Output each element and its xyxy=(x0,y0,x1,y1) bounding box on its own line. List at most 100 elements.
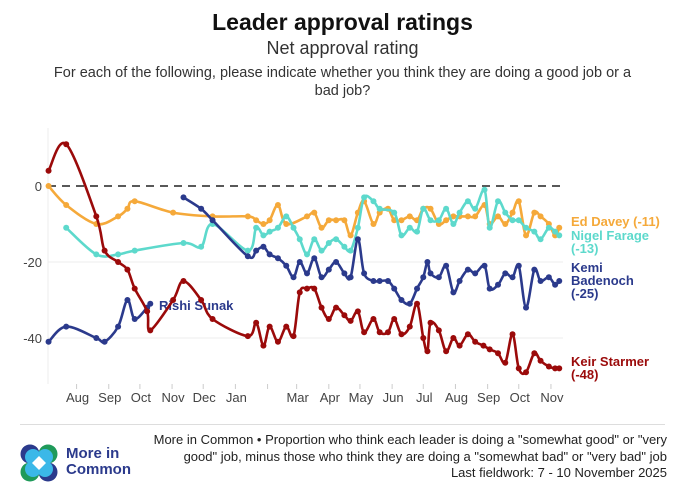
data-point-rishi-sunak xyxy=(101,338,108,345)
series-line-keir-starmer xyxy=(47,141,560,376)
data-point-keir-starmer xyxy=(450,335,457,341)
data-point-kemi-badenoch xyxy=(523,304,530,311)
x-tick-label: Aug xyxy=(445,390,468,405)
data-point-rishi-sunak xyxy=(147,300,154,307)
data-point-keir-starmer xyxy=(209,316,216,322)
data-point-kemi-badenoch xyxy=(347,274,354,281)
data-point-ed-davey xyxy=(509,209,516,216)
y-tick-label: 0 xyxy=(35,179,42,194)
data-point-nigel-farage xyxy=(472,205,479,212)
data-point-nigel-farage xyxy=(283,213,290,220)
data-point-keir-starmer xyxy=(45,167,52,174)
data-point-ed-davey xyxy=(398,217,405,224)
footer-divider xyxy=(20,424,665,425)
x-tick-label: Nov xyxy=(162,390,186,405)
data-point-nigel-farage xyxy=(180,240,187,246)
more-in-common-logo-icon xyxy=(20,444,58,482)
data-point-ed-davey xyxy=(318,224,325,231)
data-point-nigel-farage xyxy=(502,209,509,216)
data-point-keir-starmer xyxy=(361,329,368,336)
data-point-keir-starmer xyxy=(420,335,427,341)
data-point-kemi-badenoch xyxy=(545,274,552,281)
data-point-kemi-badenoch xyxy=(495,281,502,288)
data-point-kemi-badenoch xyxy=(556,278,563,284)
data-point-keir-starmer xyxy=(296,289,303,296)
data-point-nigel-farage xyxy=(435,217,442,224)
data-point-nigel-farage xyxy=(531,228,538,235)
methodology-note: More in Common • Proportion who think ea… xyxy=(153,432,667,464)
data-point-keir-starmer xyxy=(147,327,154,334)
data-point-keir-starmer xyxy=(260,342,267,349)
data-point-ed-davey xyxy=(556,224,563,231)
data-point-kemi-badenoch xyxy=(253,247,260,254)
chart-title: Leader approval ratings xyxy=(212,9,473,35)
data-point-ed-davey xyxy=(283,221,290,227)
data-point-nigel-farage xyxy=(93,251,100,258)
data-point-nigel-farage xyxy=(427,217,434,224)
x-tick-label: Dec xyxy=(193,390,217,405)
data-point-keir-starmer xyxy=(515,365,522,372)
data-point-kemi-badenoch xyxy=(450,289,457,296)
data-point-kemi-badenoch xyxy=(443,262,450,269)
data-point-ed-davey xyxy=(253,217,260,224)
data-point-kemi-badenoch xyxy=(502,270,509,277)
data-point-kemi-badenoch xyxy=(370,278,377,284)
data-point-keir-starmer xyxy=(244,333,251,340)
data-point-kemi-badenoch xyxy=(341,270,348,277)
data-point-keir-starmer xyxy=(253,319,260,326)
data-point-kemi-badenoch xyxy=(406,300,413,307)
data-point-keir-starmer xyxy=(495,350,502,357)
data-point-nigel-farage xyxy=(131,247,138,254)
data-point-rishi-sunak xyxy=(115,323,122,330)
data-point-kemi-badenoch xyxy=(531,266,538,273)
data-point-ed-davey xyxy=(260,221,267,227)
data-point-kemi-badenoch xyxy=(391,285,398,292)
data-point-keir-starmer xyxy=(124,266,131,273)
data-point-keir-starmer xyxy=(472,338,479,345)
data-point-ed-davey xyxy=(45,183,52,189)
data-point-keir-starmer xyxy=(480,342,487,349)
x-tick-label: Sep xyxy=(98,390,121,405)
data-point-ed-davey xyxy=(244,213,251,220)
data-point-nigel-farage xyxy=(318,247,325,254)
fieldwork-date: Last fieldwork: 7 - 10 November 2025 xyxy=(450,465,667,480)
series-line-nigel-farage xyxy=(65,188,561,258)
data-point-ed-davey xyxy=(170,209,177,216)
data-point-nigel-farage xyxy=(274,224,281,231)
data-point-keir-starmer xyxy=(537,357,544,364)
data-point-ed-davey xyxy=(266,217,273,224)
x-tick-label: Oct xyxy=(510,390,531,405)
data-point-kemi-badenoch xyxy=(414,285,421,292)
data-point-kemi-badenoch xyxy=(354,236,361,243)
data-point-ed-davey xyxy=(427,205,434,212)
data-point-keir-starmer xyxy=(93,213,100,220)
data-point-keir-starmer xyxy=(347,317,354,324)
data-point-rishi-sunak xyxy=(45,338,52,345)
data-point-keir-starmer xyxy=(552,365,559,372)
data-point-nigel-farage xyxy=(495,198,502,205)
data-point-ed-davey xyxy=(341,217,348,224)
data-point-nigel-farage xyxy=(486,224,493,231)
data-point-ed-davey xyxy=(131,198,138,205)
series-label-kemi-badenoch: Kemi Badenoch (-25) xyxy=(571,260,634,301)
data-point-nigel-farage xyxy=(456,209,463,216)
x-tick-label: Jan xyxy=(226,390,247,405)
data-point-nigel-farage xyxy=(370,198,377,205)
data-point-nigel-farage xyxy=(509,217,516,224)
data-point-rishi-sunak xyxy=(63,323,70,330)
data-point-keir-starmer xyxy=(198,297,205,303)
data-point-keir-starmer xyxy=(341,312,348,319)
data-point-nigel-farage xyxy=(515,217,522,224)
data-point-kemi-badenoch xyxy=(384,278,391,284)
data-point-nigel-farage xyxy=(333,236,340,243)
data-point-nigel-farage xyxy=(464,198,471,205)
data-point-ed-davey xyxy=(406,213,413,220)
data-point-nigel-farage xyxy=(420,205,427,212)
data-point-nigel-farage xyxy=(450,221,457,227)
data-point-rishi-sunak xyxy=(93,335,100,341)
data-point-keir-starmer xyxy=(325,316,332,322)
x-tick-label: Mar xyxy=(286,390,309,405)
data-point-kemi-badenoch xyxy=(311,255,318,262)
series-label-keir-starmer: Keir Starmer (-48) xyxy=(571,354,649,382)
data-point-ed-davey xyxy=(370,221,377,227)
